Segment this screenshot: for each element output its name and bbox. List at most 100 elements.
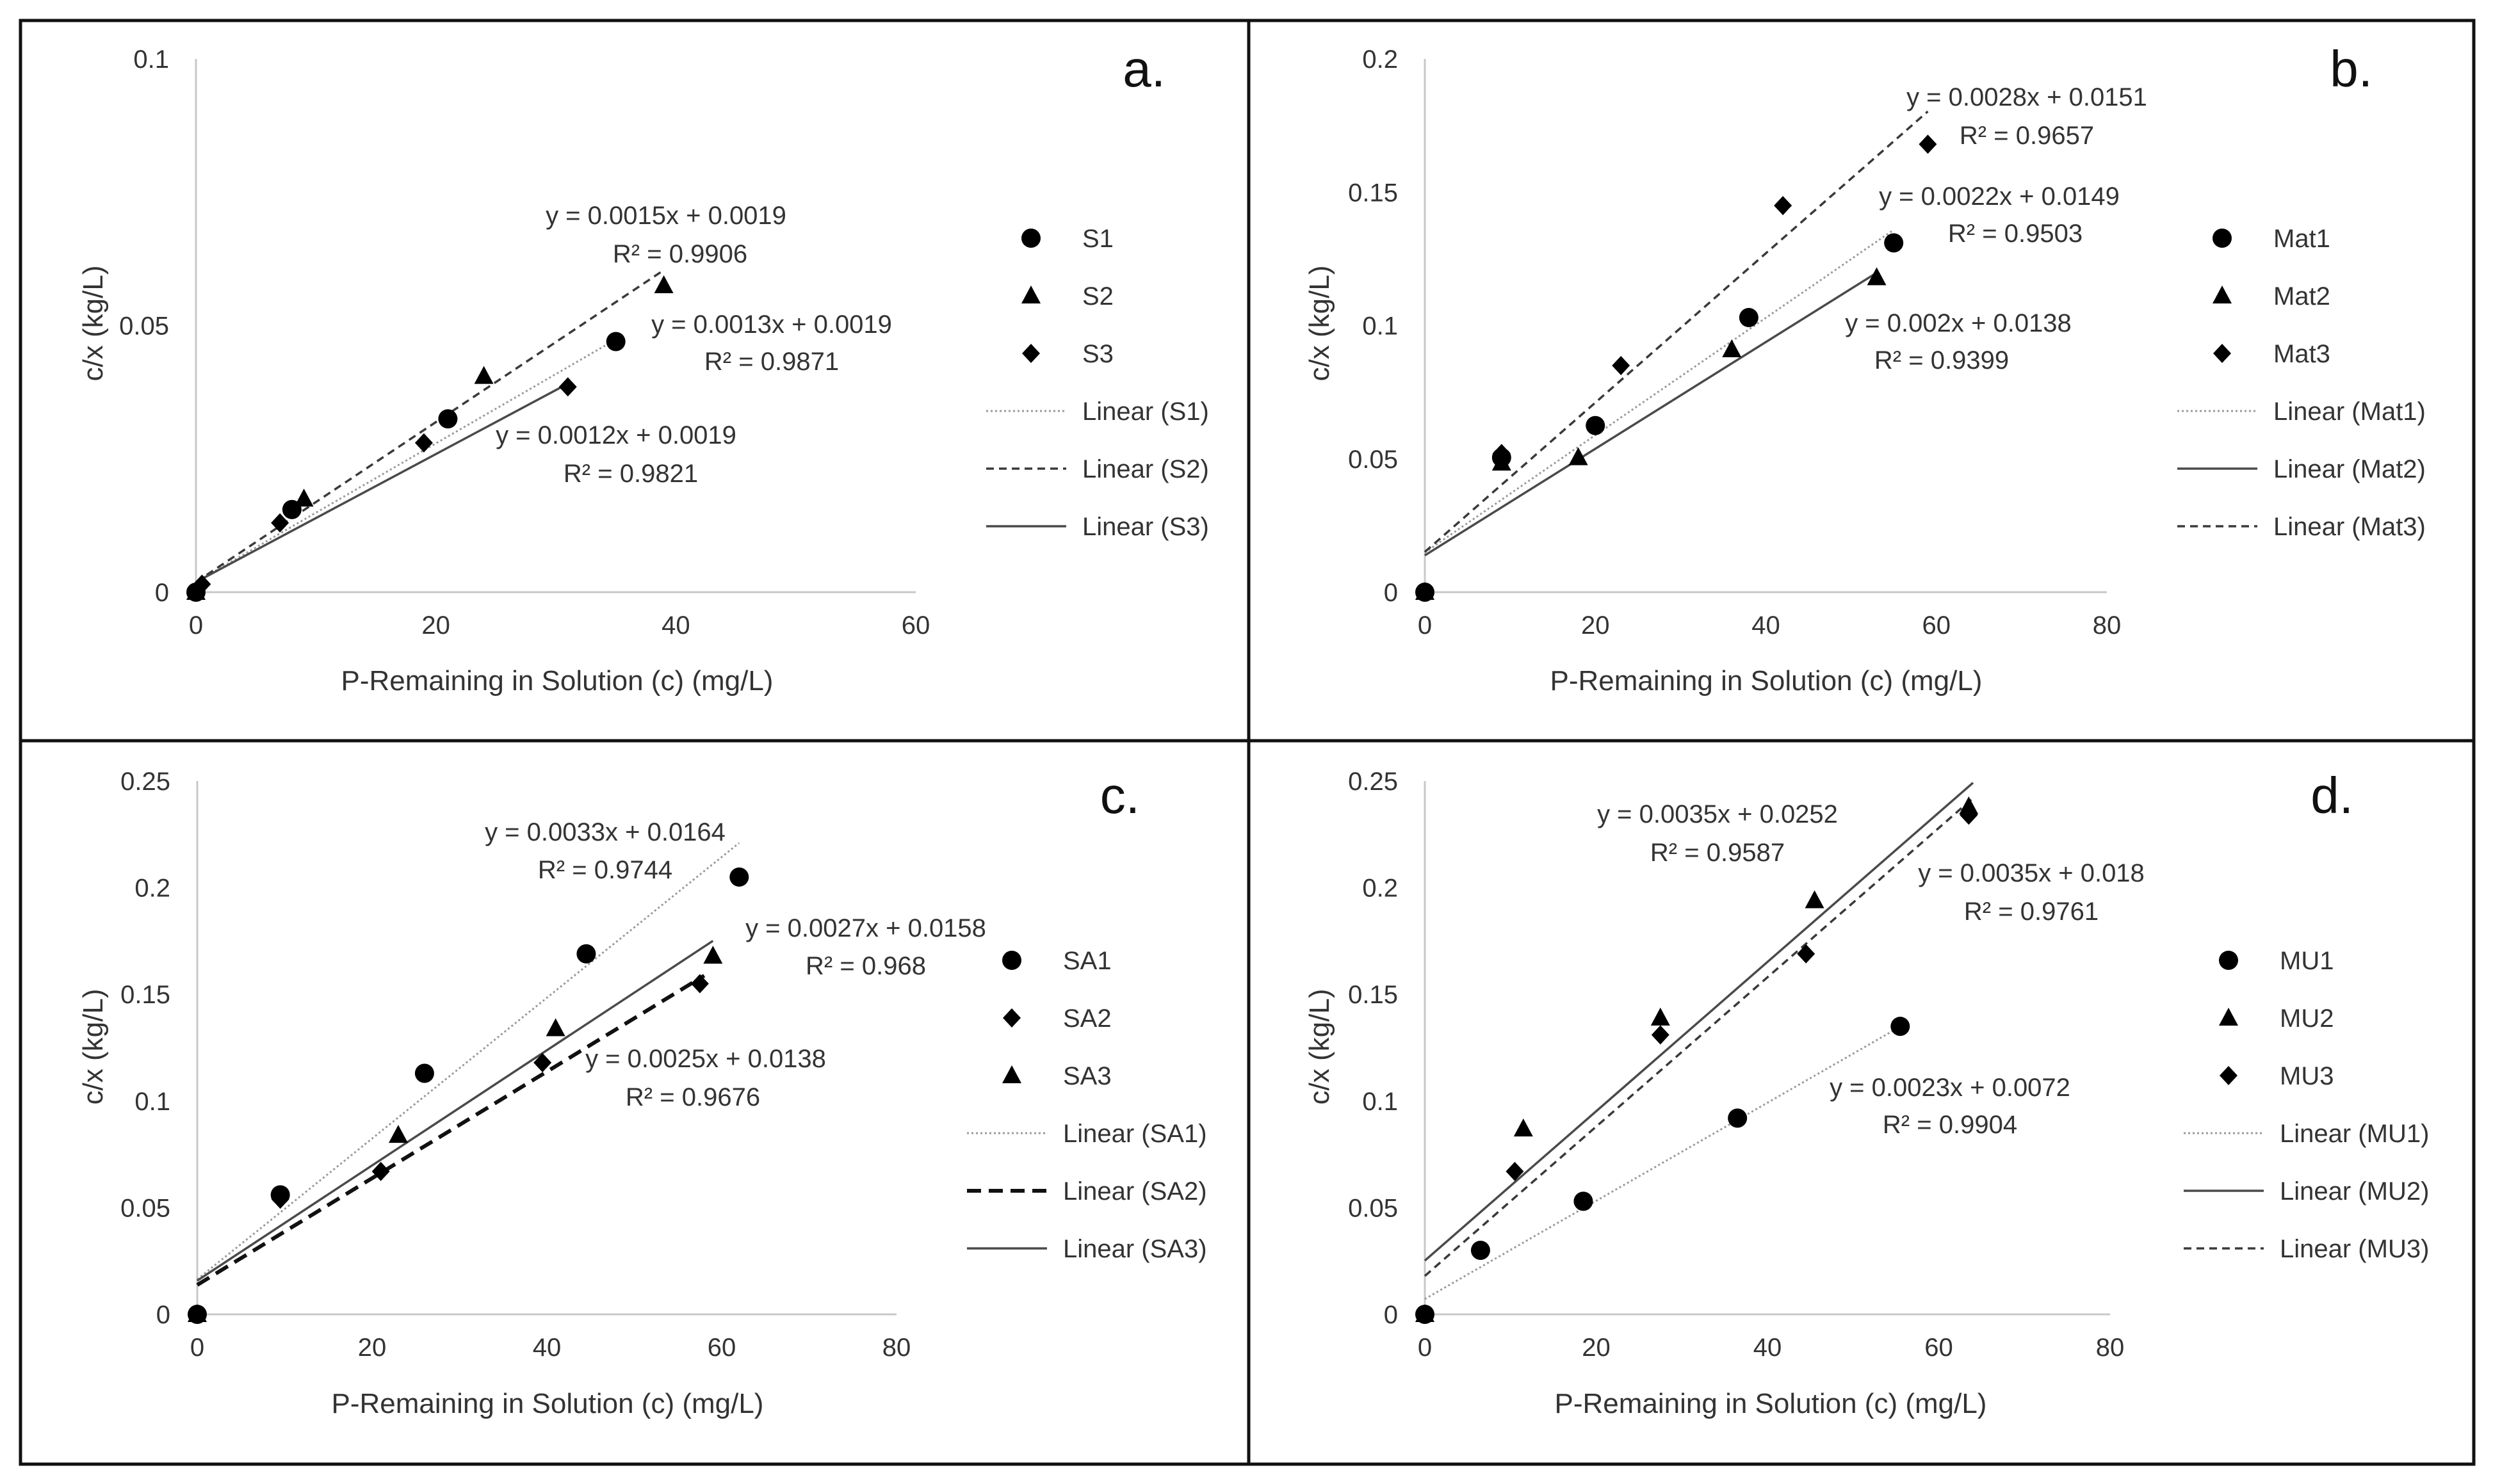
legend-marker-mat3 <box>2213 344 2231 363</box>
chart-panel-c: 0 20 40 60 80 0 0.05 0.1 0.15 0.2 0.25 c. P-Remain… <box>77 767 1207 1419</box>
trendline-mu3 <box>1424 797 1974 1277</box>
data-point-s3 <box>558 377 577 397</box>
panel-label-d: d. <box>2310 767 2353 824</box>
equation-text: y = 0.0012x + 0.0019 <box>496 421 736 449</box>
legend-label-sa1: SA1 <box>1063 947 1112 975</box>
data-point-s3 <box>271 513 289 533</box>
data-point-s1 <box>606 332 626 351</box>
trendline-equation-b-mat2: y = 0.002x + 0.0138 R² = 0.9399 <box>1845 309 2072 375</box>
legend-label-sa3: SA3 <box>1063 1062 1112 1090</box>
data-point-mu2 <box>1959 796 1979 814</box>
data-point-mat2 <box>1867 267 1887 286</box>
equation-text: y = 0.0023x + 0.0072 <box>1830 1074 2070 1102</box>
r2-text: R² = 0.9676 <box>626 1083 760 1111</box>
r2-text: R² = 0.9587 <box>1650 839 1785 867</box>
data-point-mu1 <box>1573 1191 1593 1211</box>
y-tick-label: 0 <box>1384 579 1398 607</box>
plot-area-d: 0 20 40 60 80 0 0.05 0.1 0.15 0.2 0.25 <box>1348 768 2124 1362</box>
legend-label-mu3-trend: Linear (MU3) <box>2280 1235 2429 1263</box>
trendline-s2 <box>195 269 665 583</box>
legend-marker-sa3 <box>1002 1065 1021 1083</box>
y-tick-label: 0.05 <box>1348 446 1398 474</box>
x-tick-label: 40 <box>1751 611 1780 640</box>
data-point-sa1 <box>729 867 749 887</box>
legend-label-s2-trend: Linear (S2) <box>1082 455 1209 483</box>
y-tick-label: 0 <box>1384 1301 1398 1329</box>
x-tick-label: 0 <box>190 1334 204 1362</box>
trendline-mat1 <box>1424 229 1895 554</box>
data-point-s2 <box>474 366 494 384</box>
equation-text: y = 0.002x + 0.0138 <box>1845 309 2072 337</box>
data-point-mu3 <box>1651 1025 1669 1045</box>
trendline-equation-c-sa2: y = 0.0025x + 0.0138 R² = 0.9676 <box>585 1045 826 1111</box>
data-point-sa2 <box>690 974 709 994</box>
y-axis-title-d: c/x (kg/L) <box>1304 989 1335 1105</box>
legend-marker-s3 <box>1022 344 1040 363</box>
data-point-mu2 <box>1513 1118 1533 1137</box>
legend-label-mat2-trend: Linear (Mat2) <box>2273 455 2426 483</box>
y-tick-label: 0.05 <box>1348 1194 1398 1222</box>
trendline-mu1 <box>1424 1026 1901 1300</box>
x-tick-label: 0 <box>1418 1334 1432 1362</box>
legend-a: S1 S2 S3 Linear (S1) Linear (S2) Linear (S3) <box>986 225 1209 541</box>
equation-text: y = 0.0033x + 0.0164 <box>485 818 726 846</box>
legend-label-s2: S2 <box>1082 282 1114 311</box>
data-point-mu3 <box>1960 805 1978 825</box>
y-axis-title-c: c/x (kg/L) <box>77 989 109 1105</box>
trendline-sa3 <box>197 940 714 1282</box>
data-point-mat3 <box>1612 355 1630 375</box>
r2-text: R² = 0.9904 <box>1883 1111 2017 1139</box>
y-axis-title-b: c/x (kg/L) <box>1304 266 1335 382</box>
x-tick-label: 60 <box>1924 1334 1953 1362</box>
y-tick-label: 0 <box>156 1301 170 1329</box>
trendline-equation-b-mat3: y = 0.0028x + 0.0151 R² = 0.9657 <box>1906 83 2147 150</box>
r2-text: R² = 0.9906 <box>613 240 747 268</box>
legend-label-mat3-trend: Linear (Mat3) <box>2273 513 2426 541</box>
data-point-mu2 <box>1650 1007 1670 1026</box>
legend-marker-mu1 <box>2219 951 2238 970</box>
data-point-mu1 <box>1728 1108 1748 1128</box>
x-tick-label: 0 <box>189 611 203 640</box>
trendline-equation-b-mat1: y = 0.0022x + 0.0149 R² = 0.9503 <box>1879 182 2120 248</box>
legend-label-mat2: Mat2 <box>2273 282 2330 311</box>
legend-label-s3: S3 <box>1082 340 1114 368</box>
trendline-mu2 <box>1424 782 1974 1262</box>
chart-panel-a: 0 20 40 60 0 0.05 0.1 a. P-Remaining in Soluti… <box>77 40 1209 697</box>
equation-text: y = 0.0022x + 0.0149 <box>1879 182 2120 211</box>
legend-label-s3-trend: Linear (S3) <box>1082 513 1209 541</box>
y-tick-label: 0.2 <box>1362 45 1398 74</box>
data-point-sa2 <box>271 1190 289 1209</box>
x-tick-label: 40 <box>1753 1334 1782 1362</box>
panel-label-c: c. <box>1100 767 1140 824</box>
data-point-mat3 <box>1416 583 1434 602</box>
y-tick-label: 0.1 <box>134 1088 170 1116</box>
r2-text: R² = 0.9871 <box>704 348 839 376</box>
trendline-equation-d-mu3: y = 0.0035x + 0.018 R² = 0.9761 <box>1918 859 2145 926</box>
x-tick-label: 80 <box>882 1334 911 1362</box>
x-axis-title-c: P-Remaining in Solution (c) (mg/L) <box>332 1388 764 1419</box>
data-point-s3 <box>414 433 433 453</box>
data-point-sa1 <box>576 944 596 964</box>
plot-area-c: 0 20 40 60 80 0 0.05 0.1 0.15 0.2 0.25 <box>120 768 911 1362</box>
legend-marker-s2 <box>1021 286 1041 303</box>
legend-label-sa2-trend: Linear (SA2) <box>1063 1177 1207 1206</box>
equation-text: y = 0.0013x + 0.0019 <box>651 311 892 339</box>
data-point-s2 <box>186 582 206 600</box>
y-tick-label: 0 <box>155 579 169 607</box>
r2-text: R² = 0.9821 <box>564 460 698 488</box>
plot-area-b: 0 20 40 60 80 0 0.05 0.1 0.15 0.2 <box>1348 45 2121 640</box>
legend-marker-s1 <box>1021 229 1041 248</box>
trendline-equation-a-s2: y = 0.0015x + 0.0019 R² = 0.9906 <box>546 202 786 268</box>
data-point-s1 <box>438 409 458 429</box>
legend-label-s1: S1 <box>1082 225 1114 253</box>
legend-marker-sa1 <box>1002 951 1021 970</box>
trendline-sa2 <box>196 974 706 1287</box>
y-tick-label: 0.15 <box>120 981 170 1009</box>
data-point-s3 <box>193 574 211 594</box>
data-point-sa3 <box>703 946 723 964</box>
x-tick-label: 40 <box>533 1334 562 1362</box>
legend-label-sa3-trend: Linear (SA3) <box>1063 1235 1207 1263</box>
x-tick-label: 80 <box>2093 611 2122 640</box>
data-point-mat2 <box>1568 447 1588 465</box>
legend-marker-mat1 <box>2213 229 2232 248</box>
